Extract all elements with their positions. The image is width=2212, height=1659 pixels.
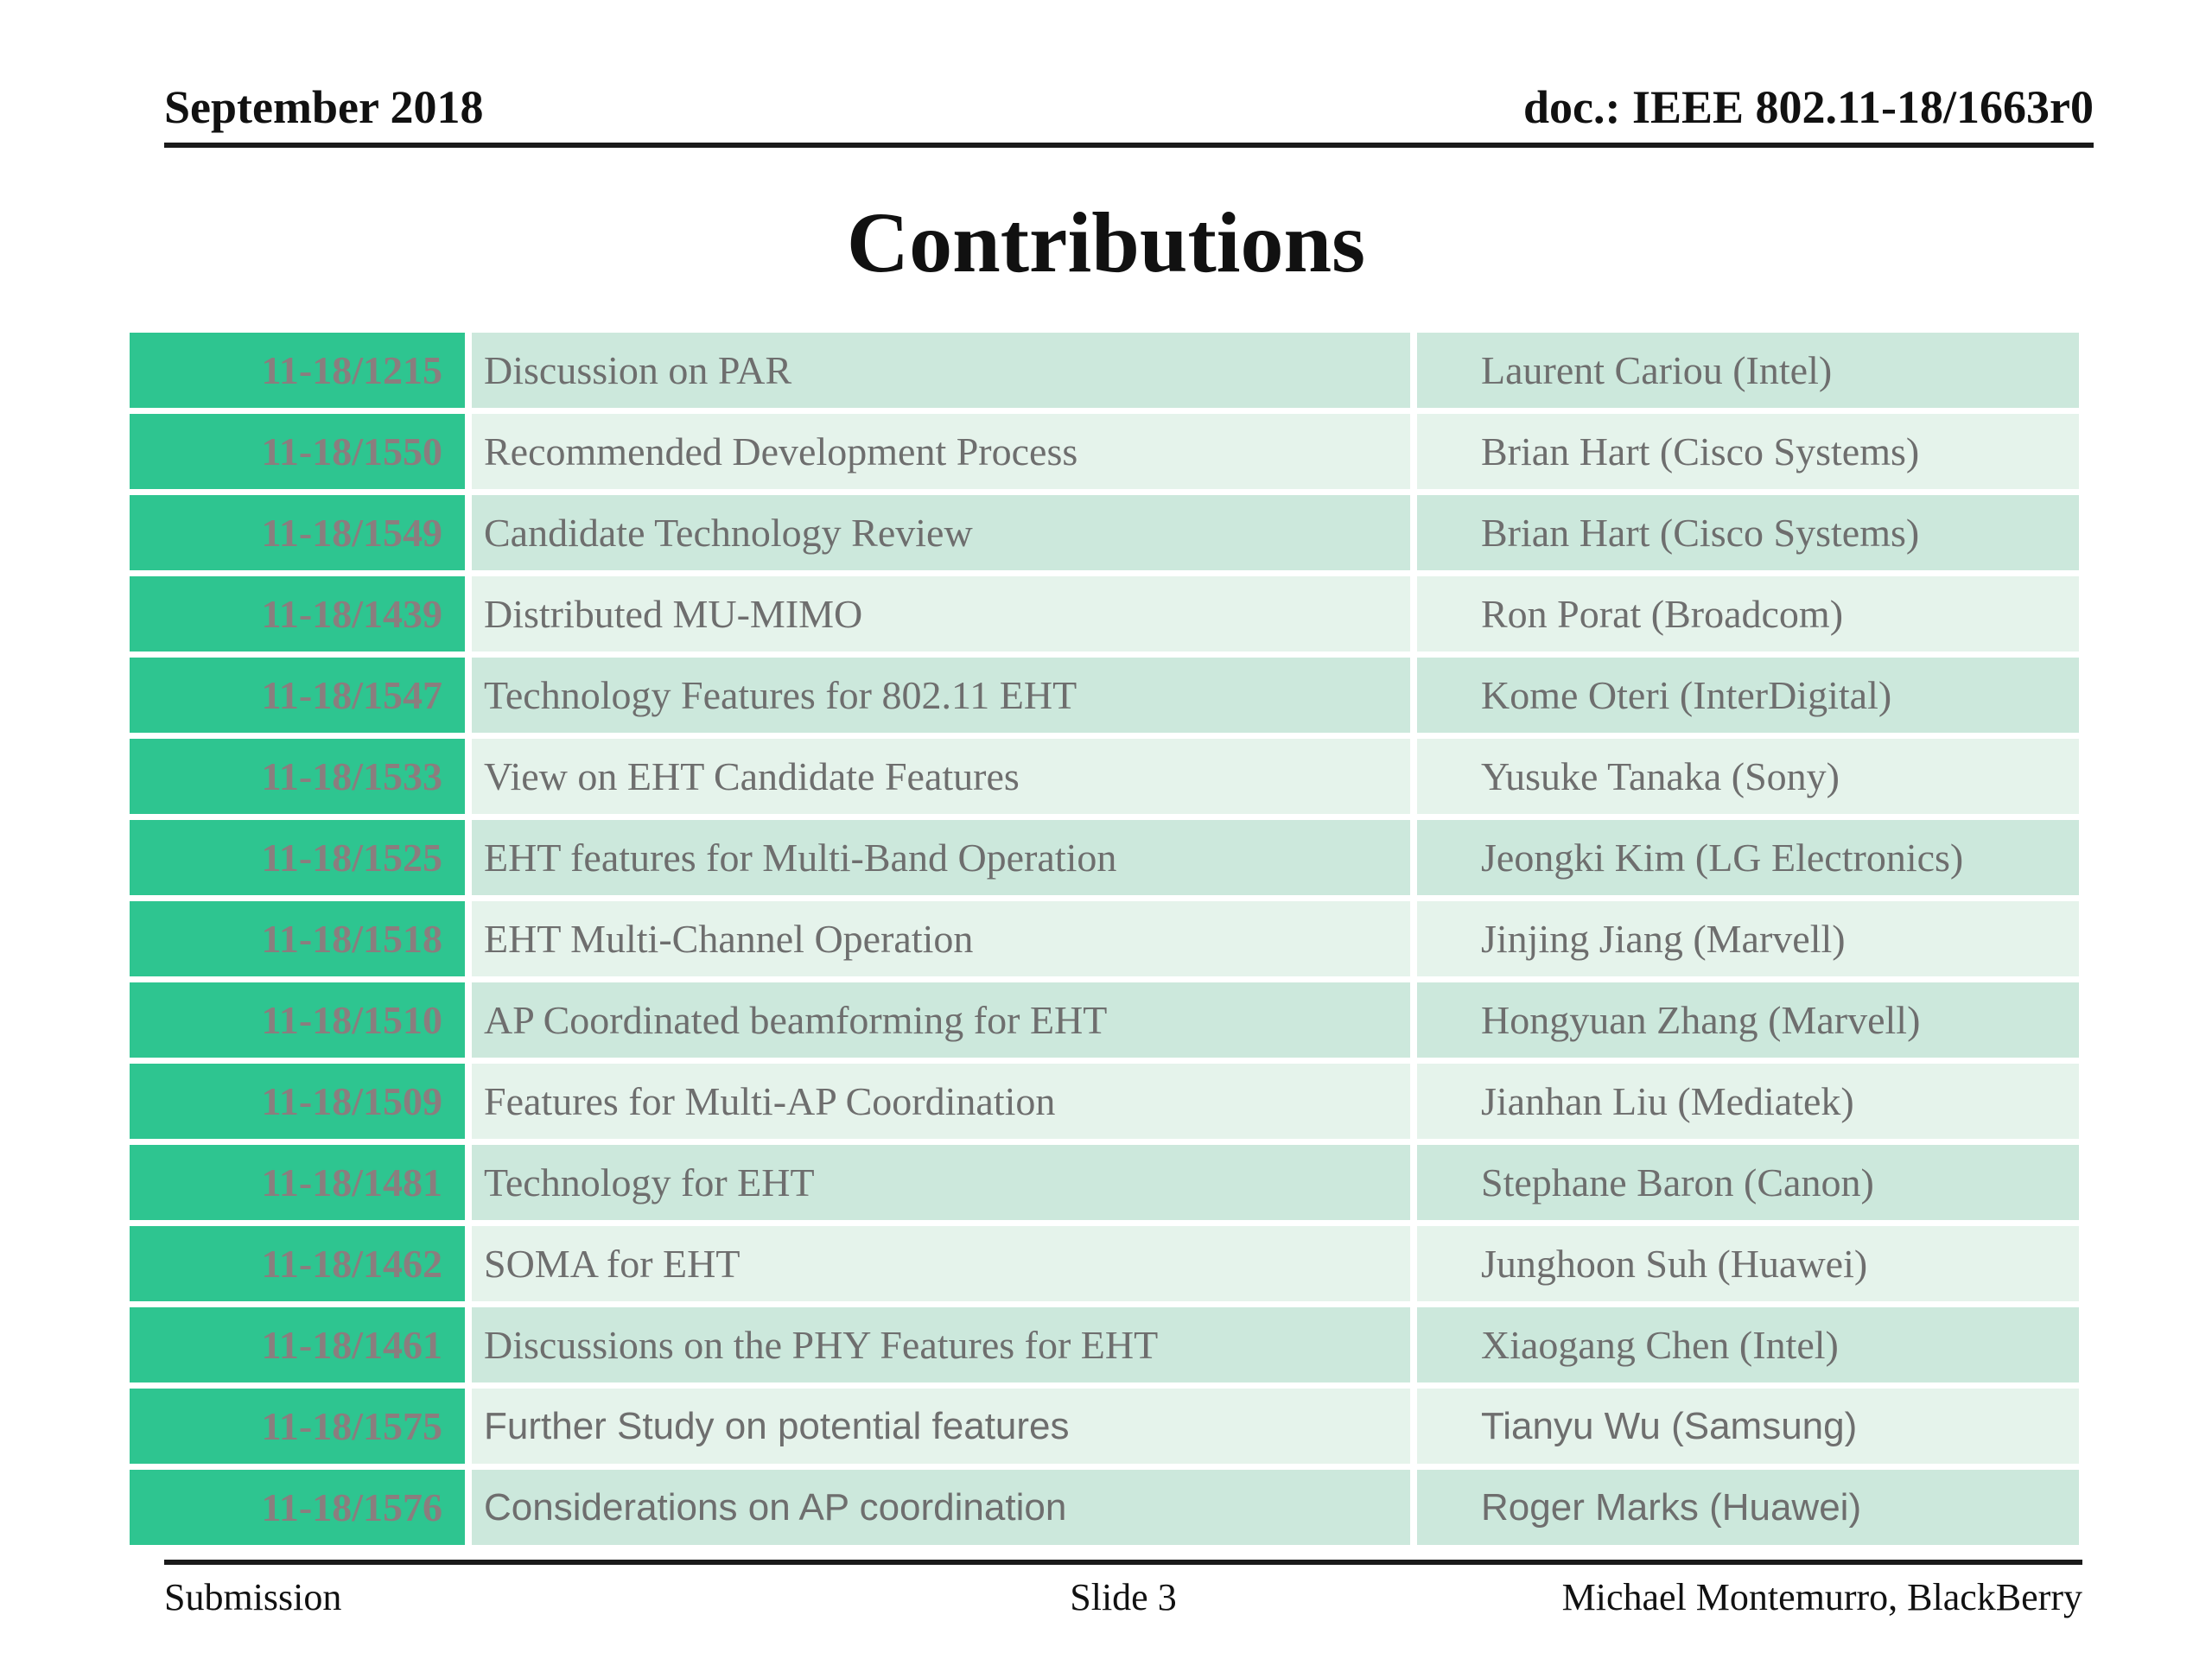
contribution-title-cell: EHT Multi-Channel Operation: [472, 901, 1410, 976]
doc-number-cell: 11-18/1461: [130, 1307, 465, 1382]
contribution-title-cell: Discussions on the PHY Features for EHT: [472, 1307, 1410, 1382]
contribution-title-cell: Distributed MU-MIMO: [472, 576, 1410, 652]
author-cell: Jianhan Liu (Mediatek): [1417, 1064, 2079, 1139]
header-date: September 2018: [164, 81, 484, 133]
author-cell: Roger Marks (Huawei): [1417, 1470, 2079, 1545]
contribution-title-cell: Considerations on AP coordination: [472, 1470, 1410, 1545]
author-cell: Brian Hart (Cisco Systems): [1417, 414, 2079, 489]
contribution-title-cell: Features for Multi-AP Coordination: [472, 1064, 1410, 1139]
page-title: Contributions: [846, 194, 1366, 290]
author-cell: Laurent Cariou (Intel): [1417, 333, 2079, 408]
contribution-title-cell: Candidate Technology Review: [472, 495, 1410, 570]
contribution-title-cell: AP Coordinated beamforming for EHT: [472, 982, 1410, 1058]
header-doc-number: doc.: IEEE 802.11-18/1663r0: [1522, 81, 2094, 133]
doc-number-cell: 11-18/1550: [130, 414, 465, 489]
author-cell: Kome Oteri (InterDigital): [1417, 658, 2079, 733]
contribution-title-cell: SOMA for EHT: [472, 1226, 1410, 1301]
author-cell: Xiaogang Chen (Intel): [1417, 1307, 2079, 1382]
author-cell: Tianyu Wu (Samsung): [1417, 1389, 2079, 1464]
doc-number-cell: 11-18/1533: [130, 739, 465, 814]
doc-number-cell: 11-18/1576: [130, 1470, 465, 1545]
doc-number-cell: 11-18/1462: [130, 1226, 465, 1301]
doc-number-cell: 11-18/1481: [130, 1145, 465, 1220]
author-cell: Brian Hart (Cisco Systems): [1417, 495, 2079, 570]
doc-number-cell: 11-18/1575: [130, 1389, 465, 1464]
contribution-title-cell: Technology for EHT: [472, 1145, 1410, 1220]
doc-number-cell: 11-18/1439: [130, 576, 465, 652]
page-header: September 2018 doc.: IEEE 802.11-18/1663…: [164, 83, 2094, 148]
contribution-title-cell: Further Study on potential features: [472, 1389, 1410, 1464]
page-footer: Submission Slide 3 Michael Montemurro, B…: [164, 1560, 2082, 1618]
author-cell: Jinjing Jiang (Marvell): [1417, 901, 2079, 976]
footer-author: Michael Montemurro, BlackBerry: [1561, 1576, 2082, 1618]
doc-number-cell: 11-18/1215: [130, 333, 465, 408]
contribution-title-cell: EHT features for Multi-Band Operation: [472, 820, 1410, 895]
footer-submission: Submission: [164, 1576, 342, 1618]
contribution-title-cell: View on EHT Candidate Features: [472, 739, 1410, 814]
author-cell: Junghoon Suh (Huawei): [1417, 1226, 2079, 1301]
contribution-title-cell: Discussion on PAR: [472, 333, 1410, 408]
doc-number-cell: 11-18/1510: [130, 982, 465, 1058]
doc-number-cell: 11-18/1509: [130, 1064, 465, 1139]
author-cell: Hongyuan Zhang (Marvell): [1417, 982, 2079, 1058]
author-cell: Ron Porat (Broadcom): [1417, 576, 2079, 652]
doc-number-cell: 11-18/1549: [130, 495, 465, 570]
contribution-title-cell: Recommended Development Process: [472, 414, 1410, 489]
contribution-title-cell: Technology Features for 802.11 EHT: [472, 658, 1410, 733]
doc-number-cell: 11-18/1525: [130, 820, 465, 895]
author-cell: Jeongki Kim (LG Electronics): [1417, 820, 2079, 895]
doc-number-cell: 11-18/1518: [130, 901, 465, 976]
footer-slide-number: Slide 3: [1070, 1576, 1177, 1618]
author-cell: Stephane Baron (Canon): [1417, 1145, 2079, 1220]
author-cell: Yusuke Tanaka (Sony): [1417, 739, 2079, 814]
doc-number-cell: 11-18/1547: [130, 658, 465, 733]
contributions-table: 11-18/1215 Discussion on PAR Laurent Cario…: [130, 333, 2079, 1545]
